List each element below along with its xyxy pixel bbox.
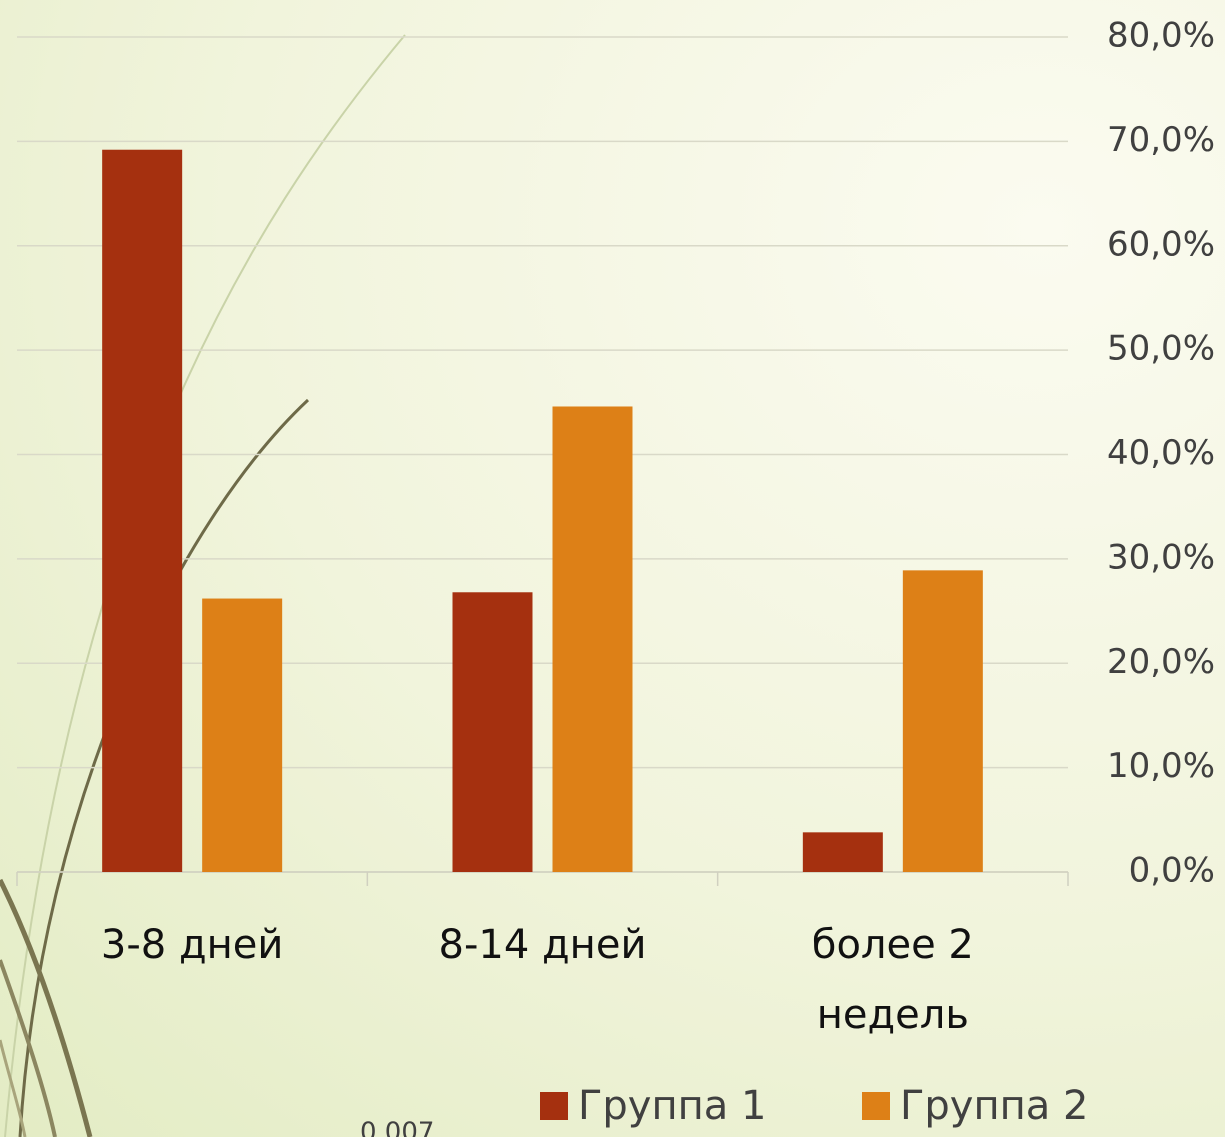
y-tick-label: 50,0%	[1107, 329, 1215, 369]
bar	[202, 598, 283, 872]
legend-swatch	[862, 1092, 890, 1120]
y-tick-label: 0,0%	[1129, 851, 1215, 891]
y-tick-label: 10,0%	[1107, 746, 1215, 786]
y-tick-label: 40,0%	[1107, 433, 1215, 473]
y-tick-label: 20,0%	[1107, 642, 1215, 682]
legend-item: Группа 1	[540, 1083, 766, 1129]
bar	[802, 832, 883, 872]
x-tick-label: 3-8 дней	[100, 922, 284, 968]
y-tick-label: 30,0%	[1107, 537, 1215, 577]
bar	[552, 406, 633, 872]
bar	[452, 592, 533, 872]
annotation: 0,007	[360, 1118, 434, 1137]
x-tick-label: более 2 недель	[811, 922, 974, 1038]
y-tick-label: 60,0%	[1107, 224, 1215, 264]
bar	[902, 570, 983, 872]
legend-swatch	[540, 1092, 568, 1120]
legend-label: Группа 1	[578, 1083, 766, 1129]
x-tick-label: 8-14 дней	[438, 922, 647, 968]
bar	[102, 149, 183, 873]
y-tick-label: 70,0%	[1107, 120, 1215, 160]
legend-item: Группа 2	[862, 1083, 1088, 1129]
y-tick-label: 80,0%	[1107, 16, 1215, 56]
legend-label: Группа 2	[900, 1083, 1088, 1129]
